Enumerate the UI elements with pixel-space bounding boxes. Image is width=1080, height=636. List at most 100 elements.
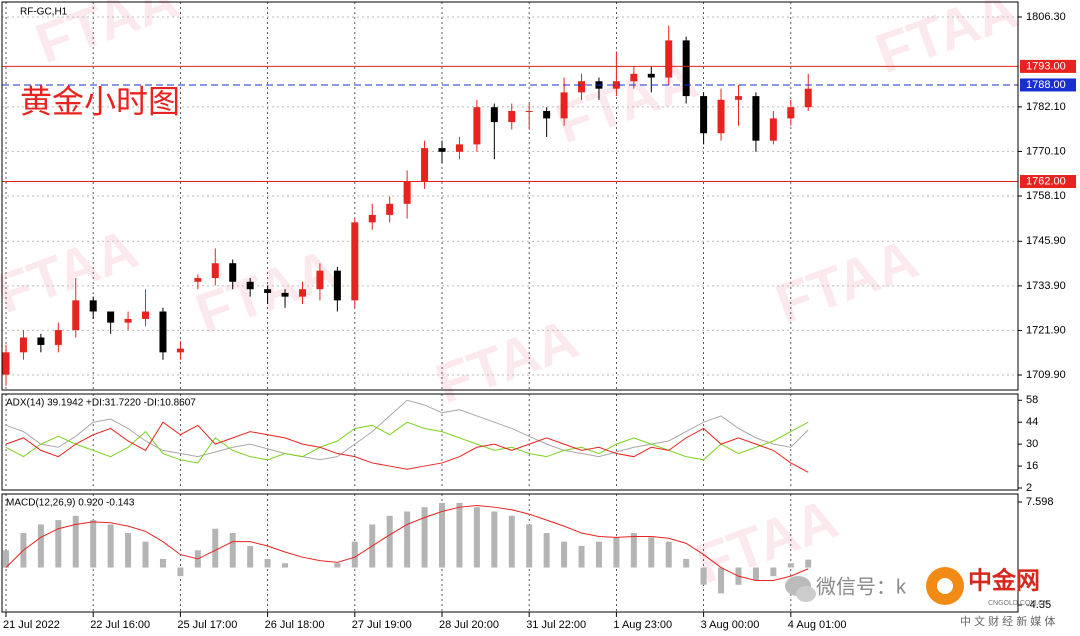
candle-body [229,263,237,282]
logo-mark [937,578,953,594]
candle-body [72,300,80,331]
macd-bar [334,563,341,568]
wechat-id: 微信号：k [816,575,907,598]
y-tick-label: 1745.90 [1026,235,1066,247]
candle-body [734,96,742,100]
candle-body [769,118,777,141]
macd-bar [159,558,166,568]
x-tick-label: 31 Jul 22:00 [526,619,586,631]
logo-text: 中金网 [968,566,1040,594]
candle-body [665,40,673,78]
logo: 中金网 CNGOLD.COM.CN 中 文 财 经 新 媒 体 [926,566,1055,628]
x-tick-label: 21 Jul 2022 [3,619,60,631]
level-label: 1788.00 [1026,79,1066,91]
y-tick-label: 2 [1026,482,1032,494]
macd-bar [351,541,358,568]
macd-bar [752,567,759,581]
macd-bar [508,515,515,568]
candle-body [351,222,359,301]
macd-bar [421,507,428,568]
logo-tagline: 中 文 财 经 新 媒 体 [960,614,1055,628]
candle-body [525,110,533,112]
candle-body [368,214,376,223]
macd-bar [613,537,620,568]
macd-bar [473,507,480,568]
indicator-line [5,421,809,464]
macd-bar [578,545,585,568]
wechat-icon [796,586,816,602]
y-tick-label: 44 [1026,416,1038,428]
candle-body [804,88,812,108]
candle-body [107,311,115,323]
y-tick-label: 1758.10 [1026,190,1066,202]
macd-bar [787,563,794,568]
candle-body [508,110,516,123]
candle-body [543,110,551,119]
macd-bar [718,567,725,594]
macd-bar [72,515,79,568]
macd-bar [683,558,690,568]
candle-body [682,40,690,97]
candle-body [19,337,27,353]
candle-body [647,73,655,78]
candle-body [630,73,638,82]
x-tick-label: 27 Jul 19:00 [352,619,412,631]
candle-body [455,144,463,152]
macd-bar [125,533,132,568]
candle-body [333,270,341,301]
macd-bar [595,541,602,568]
macd-bar [805,559,812,568]
candle-body [142,311,150,319]
macd-bar [282,563,289,568]
macd-bar [630,533,637,568]
level-label-bg [1020,175,1076,189]
y-tick-label: 7.598 [1026,496,1054,508]
y-tick-label: -4.35 [1026,599,1051,611]
candle-body [612,81,620,89]
y-tick-label: 1733.90 [1026,280,1066,292]
macd-bar [229,533,236,568]
candle-body [124,318,132,323]
macd-bar [700,567,707,585]
x-tick-label: 25 Jul 17:00 [177,619,237,631]
y-tick-label: 16 [1026,460,1038,472]
candle-body [2,352,10,375]
y-tick-label: 1782.10 [1026,101,1066,113]
x-tick-label: 4 Aug 01:00 [788,619,847,631]
level-label: 1762.00 [1026,175,1066,187]
y-tick-label: 30 [1026,438,1038,450]
macd-bar [247,545,254,568]
macd-bar [561,541,568,568]
price-frame [1,1,1019,391]
candle-body [316,270,324,290]
macd-bar [37,524,44,568]
macd-bar [439,502,445,568]
candle-body [700,96,708,134]
annotation: 黄金小时图 [20,83,180,121]
chart-title: RF-GC,H1 [20,7,68,18]
candle-body [438,148,446,152]
y-tick-label: 1806.30 [1026,11,1066,23]
macd-bar [177,567,184,577]
candle-body [560,92,568,119]
candle-body [159,311,167,353]
candle-body [473,107,481,145]
macd-bar [90,520,97,568]
macd-bar [55,520,62,568]
logo-en: CNGOLD.COM.CN [988,600,1048,607]
candle-body [264,289,272,293]
x-tick-label: 22 Jul 16:00 [90,619,150,631]
macd-bar [386,515,393,568]
candle-body [281,292,289,297]
macd-bar [491,511,498,568]
y-tick-label: 58 [1026,394,1038,406]
level-label: 1793.00 [1026,60,1066,72]
candle-body [298,289,306,297]
macd-bar [770,567,777,577]
candle-body [717,99,725,134]
candle-body [54,330,62,345]
macd-bar [648,537,655,568]
candle-body [386,203,394,215]
